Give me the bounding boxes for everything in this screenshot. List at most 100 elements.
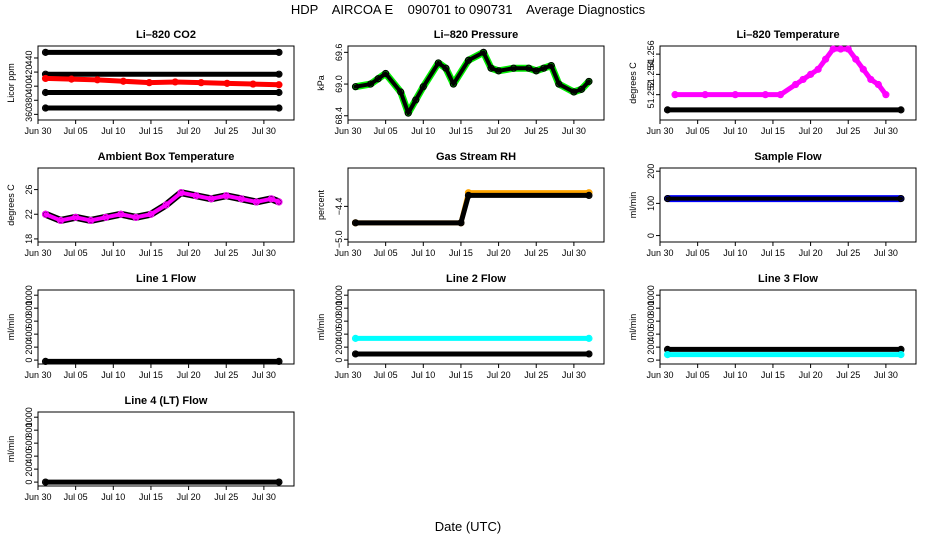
y-tick-label: 100 — [646, 196, 656, 211]
x-tick-label: Jul 25 — [214, 126, 238, 136]
data-point — [897, 194, 905, 203]
x-tick-label: Jul 15 — [139, 492, 163, 502]
y-tick-label: 800 — [24, 301, 34, 316]
x-tick-label: Jul 20 — [177, 370, 201, 380]
data-point — [222, 192, 230, 200]
data-point — [806, 70, 815, 78]
data-point — [731, 91, 739, 99]
y-axis-label: ml/min — [316, 314, 326, 341]
data-point — [67, 75, 76, 83]
panel-pressure: Li–820 Pressure 68.4 69.0 69.6 kPa Jun 30 Jul … — [316, 29, 605, 136]
data-point — [464, 191, 473, 200]
x-tick-label: Jul 15 — [761, 248, 785, 258]
x-tick-label: Jul 20 — [799, 126, 823, 136]
x-tick-label: Jul 30 — [874, 370, 898, 380]
x-tick-label: Jul 20 — [177, 248, 201, 258]
y-tick-label: 51.254 — [646, 61, 656, 89]
data-point — [275, 357, 283, 366]
plot-frame — [37, 45, 295, 121]
panel-rh: Gas Stream RH −5.0 −4.4 percent Jun 30 Jul 05… — [316, 151, 605, 258]
x-tick-label: Jul 30 — [562, 248, 586, 258]
data-point — [162, 201, 170, 209]
y-tick-label: 200 — [646, 164, 656, 179]
data-point — [859, 65, 867, 73]
y-tick-label: 0 — [646, 358, 656, 363]
x-tick-label: Jul 25 — [214, 370, 238, 380]
x-tick-label: Jul 30 — [874, 126, 898, 136]
data-point — [829, 45, 837, 53]
data-point — [525, 64, 533, 72]
data-point — [237, 195, 245, 203]
panel-title: Line 4 (LT) Flow — [125, 395, 208, 407]
x-tick-label: Jul 10 — [101, 370, 125, 380]
y-tick-label: 68.4 — [334, 107, 344, 125]
x-tick-label: Jul 25 — [214, 492, 238, 502]
data-point — [663, 106, 672, 114]
data-point — [791, 80, 800, 89]
x-tick-label: Jul 05 — [686, 126, 710, 136]
data-point — [852, 55, 860, 63]
data-point — [457, 219, 465, 227]
data-point — [585, 191, 593, 200]
panel-ambient: Ambient Box Temperature 18 22 26 degrees C Ju… — [6, 151, 295, 258]
x-tick-label: Jul 05 — [686, 370, 710, 380]
y-tick-label: 800 — [646, 301, 656, 316]
data-point — [275, 48, 283, 56]
y-tick-label: 600 — [646, 314, 656, 329]
x-tick-label: Jul 25 — [524, 370, 548, 380]
x-tick-label: Jun 30 — [646, 126, 673, 136]
data-point — [145, 79, 153, 87]
data-point — [814, 65, 822, 73]
x-tick-label: Jul 30 — [874, 248, 898, 258]
y-tick-label: 600 — [24, 314, 34, 329]
x-tick-label: Jul 10 — [723, 248, 747, 258]
y-axis-label: kPa — [316, 75, 326, 91]
y-tick-label: 400 — [24, 79, 34, 94]
x-tick-label: Jul 05 — [374, 126, 398, 136]
y-tick-label: 420 — [24, 65, 34, 80]
plot-frame — [659, 289, 917, 365]
y-tick-label: 400 — [334, 327, 344, 342]
data-point — [510, 64, 518, 72]
data-point — [56, 216, 65, 225]
series-line — [672, 46, 889, 98]
y-axis-label: degrees C — [6, 184, 16, 226]
y-axis-label: Licor ppm — [6, 63, 16, 103]
figure-title: HDP AIRCOA E 090701 to 090731 Average Di… — [291, 2, 646, 17]
x-tick-label: Jul 30 — [252, 370, 276, 380]
data-point — [41, 210, 50, 218]
x-tick-label: Jul 10 — [101, 248, 125, 258]
x-tick-label: Jul 15 — [139, 370, 163, 380]
data-point — [844, 45, 852, 53]
data-point — [275, 104, 283, 112]
data-point — [412, 96, 420, 104]
plot-frame — [347, 45, 605, 121]
series-line — [43, 75, 282, 88]
panel-title: Line 2 Flow — [446, 273, 506, 285]
y-tick-label: 380 — [24, 93, 34, 108]
data-point — [479, 48, 488, 56]
panel-title: Li–820 Temperature — [736, 29, 839, 41]
data-point — [671, 91, 679, 99]
data-point — [570, 88, 578, 96]
data-point — [577, 85, 586, 93]
data-point — [555, 80, 563, 88]
x-tick-label: Jul 15 — [761, 370, 785, 380]
data-point — [464, 56, 473, 64]
panel-title: Sample Flow — [754, 151, 822, 163]
data-point — [351, 350, 360, 358]
x-tick-label: Jul 05 — [686, 248, 710, 258]
panel-title: Line 1 Flow — [136, 273, 196, 285]
y-tick-label: 1000 — [646, 285, 656, 305]
x-tick-label: Jul 10 — [411, 370, 435, 380]
x-tick-label: Jun 30 — [334, 126, 361, 136]
y-tick-label: 400 — [24, 449, 34, 464]
panel-title: Li–820 Pressure — [434, 29, 518, 41]
x-tick-label: Jul 30 — [252, 126, 276, 136]
x-tick-label: Jul 05 — [64, 126, 88, 136]
x-tick-label: Jul 20 — [799, 248, 823, 258]
x-tick-label: Jul 10 — [723, 370, 747, 380]
x-tick-label: Jul 30 — [562, 370, 586, 380]
y-tick-label: 0 — [334, 358, 344, 363]
